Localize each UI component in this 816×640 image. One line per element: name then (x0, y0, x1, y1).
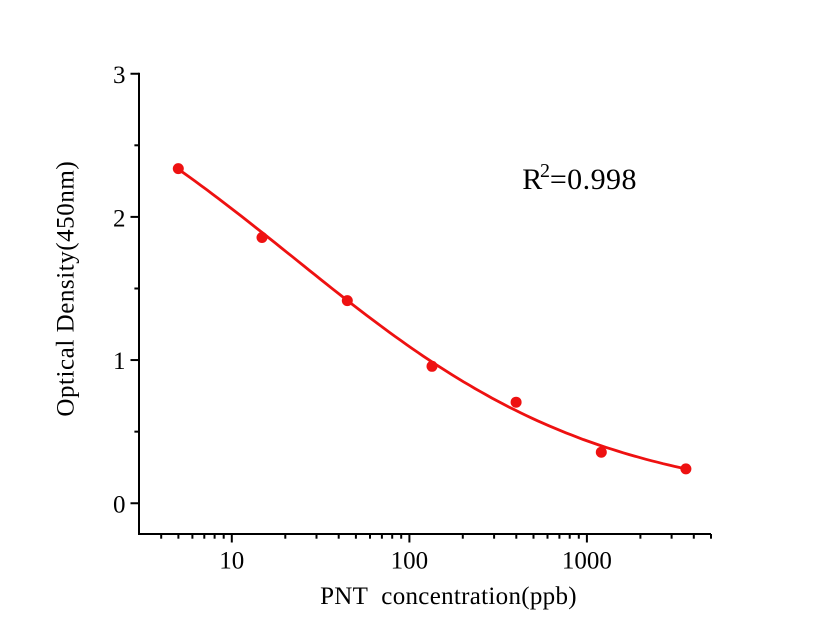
svg-text:1: 1 (113, 348, 126, 375)
svg-text:10: 10 (219, 547, 244, 574)
svg-text:100: 100 (391, 547, 429, 574)
svg-text:1000: 1000 (562, 547, 612, 574)
svg-text:0: 0 (113, 491, 126, 518)
svg-text:3: 3 (113, 62, 126, 89)
svg-text:Optical Density(450nm): Optical Density(450nm) (53, 161, 80, 417)
svg-text:PNT concentration(ppb): PNT concentration(ppb) (320, 583, 577, 610)
svg-text:R2=0.998: R2=0.998 (522, 160, 637, 196)
svg-text:2: 2 (113, 205, 126, 232)
